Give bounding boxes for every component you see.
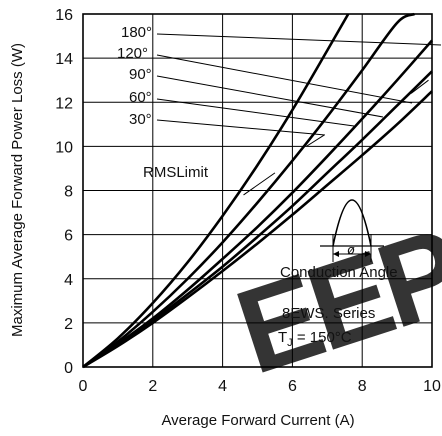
y-tick-label: 6	[64, 228, 73, 245]
curve-2	[82, 39, 433, 369]
leader-line-2	[156, 75, 384, 118]
grid	[82, 13, 433, 368]
watermark-logo: EEP	[222, 203, 442, 400]
y-tick-label: 2	[64, 316, 73, 333]
legend-label-3: 60°	[129, 89, 152, 106]
x-axis-title: Average Forward Current (A)	[161, 412, 354, 429]
legend-label-4: 30°	[129, 111, 152, 128]
curves	[82, 12, 433, 369]
rms-limit-tick-2	[306, 134, 325, 147]
conduction-angle-label: Conduction Angle	[280, 264, 398, 281]
legend-label-1: 120°	[117, 45, 148, 62]
x-tick-label: 8	[358, 378, 367, 395]
curve-3	[82, 12, 416, 369]
inset-phi-arrow-left	[333, 251, 339, 257]
curve-0	[82, 90, 433, 369]
curve-1	[82, 70, 433, 369]
y-tick-label: 10	[55, 139, 73, 156]
x-tick-label: 6	[288, 378, 297, 395]
x-tick-label: 4	[218, 378, 227, 395]
x-tick-label: 2	[148, 378, 157, 395]
rms-limit-tick-1	[243, 172, 276, 196]
leader-line-0	[156, 33, 442, 46]
tj-label: TJ = 150°C	[278, 329, 352, 349]
rms-limit	[243, 79, 429, 196]
curve-4	[82, 13, 350, 369]
inset-phi-label: ø	[347, 242, 355, 257]
y-tick-label: 14	[55, 51, 73, 68]
tj-sub: J	[287, 337, 293, 349]
legend-label-0: 180°	[121, 24, 152, 41]
inset-phi-arrow-right	[365, 251, 371, 257]
rms-limit-label: RMSLimit	[143, 164, 209, 181]
legend-leaders: 180° 120° 90° 60° 30°	[117, 24, 442, 136]
y-tick-label: 0	[64, 360, 73, 377]
x-tick-label: 0	[79, 378, 88, 395]
series-label: 8EWS. Series	[282, 305, 375, 322]
conduction-angle-inset: ø	[320, 199, 384, 262]
y-axis-title: Maximum Average Forward Power Loss (W)	[9, 43, 26, 337]
inset-half-sine	[332, 199, 372, 247]
tick-labels: 0 2 4 6 8 10 0 2 4 6 8 10 12 14 16	[55, 7, 441, 395]
y-tick-label: 12	[55, 95, 73, 112]
watermark-text: EEP	[222, 203, 442, 400]
leader-line-1	[156, 54, 413, 104]
x-tick-label: 10	[423, 378, 441, 395]
tj-T: T	[278, 329, 287, 346]
y-tick-label: 16	[55, 7, 73, 24]
leader-line-4	[156, 119, 326, 136]
y-tick-label: 8	[64, 184, 73, 201]
y-tick-label: 4	[64, 272, 73, 289]
tj-rest: = 150°C	[293, 329, 352, 346]
leader-line-3	[156, 98, 355, 127]
legend-label-2: 90°	[129, 66, 152, 83]
rms-limit-tick-3	[410, 79, 429, 94]
